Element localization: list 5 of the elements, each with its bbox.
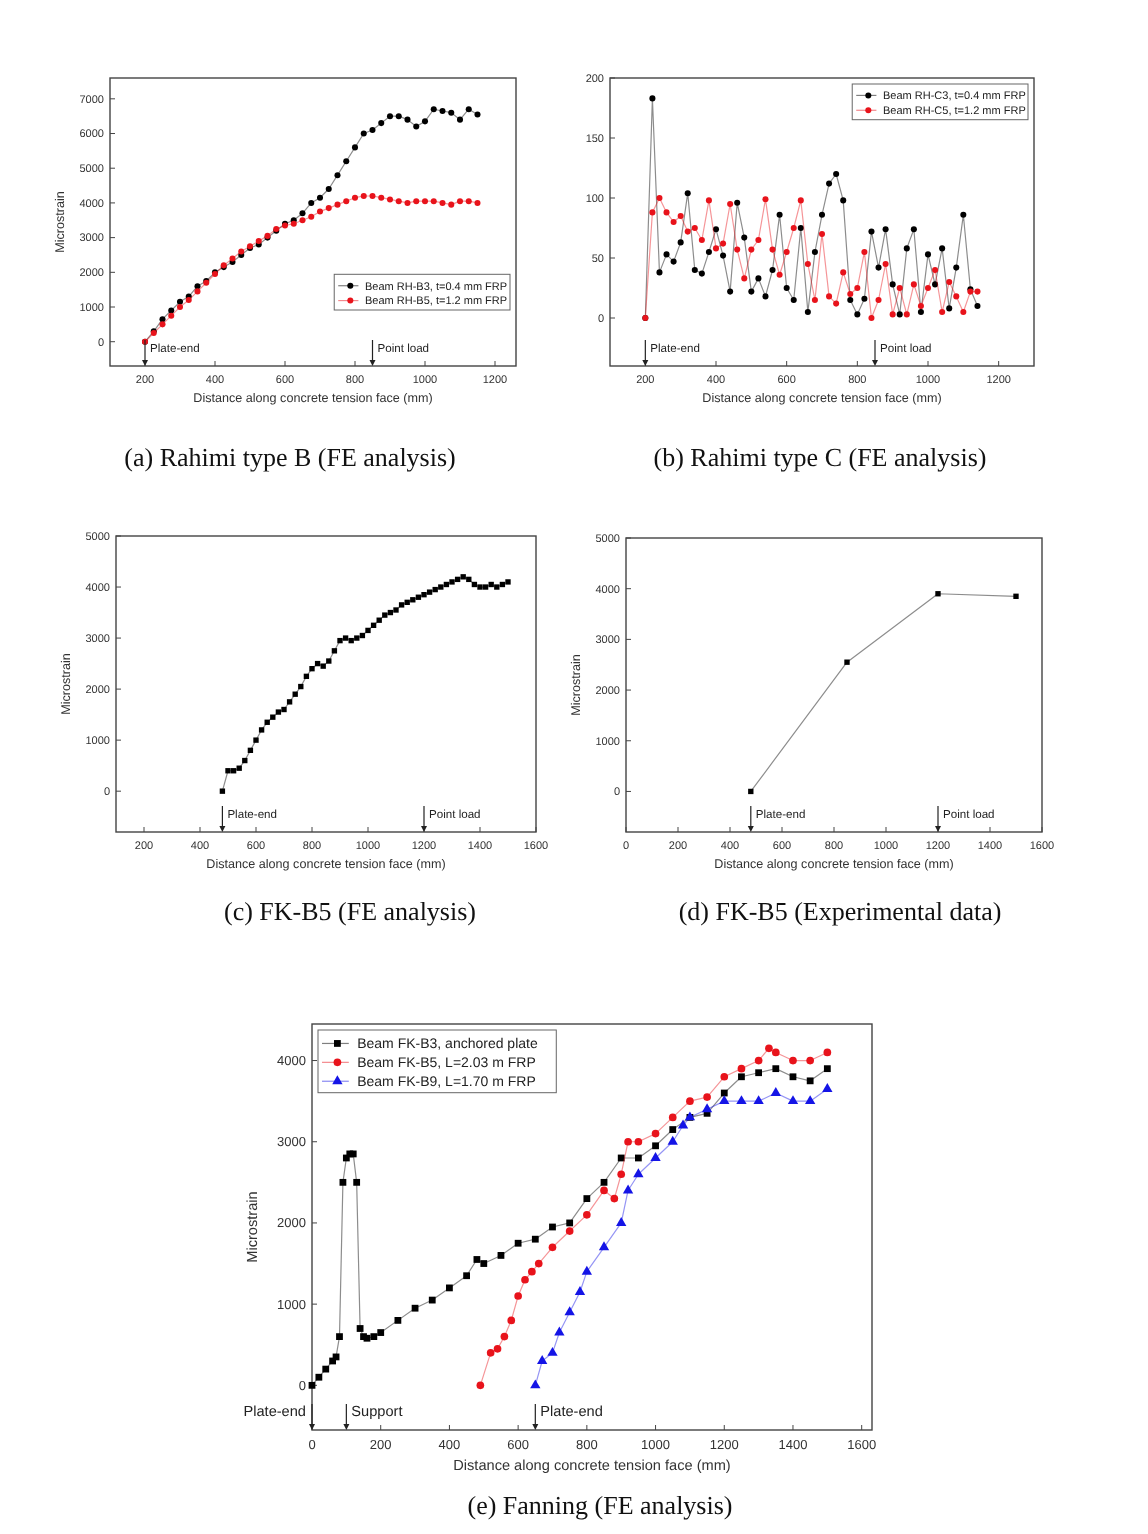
text: (e) Fanning (FE analysis): [467, 1490, 733, 1520]
text: (c) FK-B5 (FE analysis): [223, 896, 477, 926]
text: (a) Rahimi type B (FE analysis): [124, 442, 456, 472]
text: (d) FK-B5 (Experimental data): [678, 896, 1002, 926]
text: (b) Rahimi type C (FE analysis): [653, 442, 987, 472]
